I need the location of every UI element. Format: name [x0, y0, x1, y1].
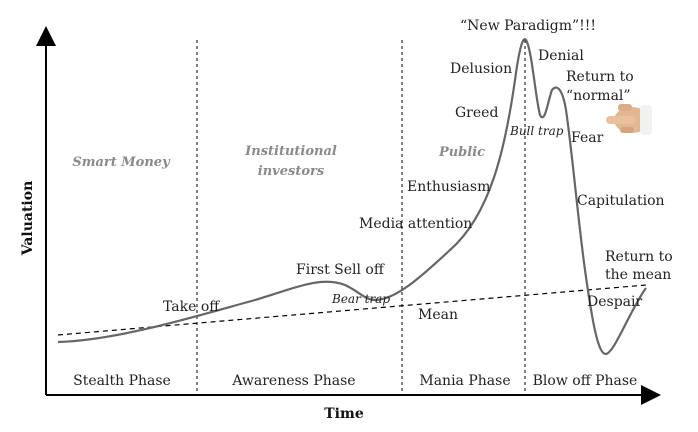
label-return-normal-line2: “normal”	[566, 88, 631, 104]
label-media-attention: Media attention	[359, 216, 472, 232]
label-capitulation: Capitulation	[577, 193, 665, 209]
label-return-mean-line2: the mean	[605, 267, 671, 283]
y-axis-title: Valuation	[20, 181, 36, 257]
label-return-mean-line1: Return to	[605, 249, 673, 265]
group-public: Public	[438, 145, 485, 160]
label-delusion: Delusion	[450, 61, 512, 77]
label-new-paradigm: “New Paradigm”!!!	[460, 18, 596, 34]
label-return-normal-line1: Return to	[566, 69, 634, 85]
phase-awareness: Awareness Phase	[231, 373, 355, 389]
pointing-hand-icon	[606, 104, 652, 135]
phase-mania: Mania Phase	[419, 373, 510, 389]
phase-stealth: Stealth Phase	[73, 373, 171, 389]
label-bear-trap: Bear trap	[331, 292, 390, 306]
group-smart-money: Smart Money	[72, 155, 171, 170]
label-denial: Denial	[538, 48, 584, 64]
group-institutional-line2: investors	[258, 164, 325, 179]
label-despair: Despair	[587, 294, 642, 310]
group-institutional-line1: Institutional	[244, 144, 337, 159]
label-first-sell-off: First Sell off	[296, 262, 385, 278]
label-greed: Greed	[455, 105, 498, 121]
label-take-off: Take off	[163, 299, 220, 315]
label-bull-trap: Bull trap	[509, 124, 564, 138]
phase-blowoff: Blow off Phase	[533, 373, 638, 389]
label-enthusiasm: Enthusiasm	[407, 179, 490, 195]
label-mean: Mean	[418, 307, 458, 323]
bubble-curve	[57, 37, 647, 356]
label-fear: Fear	[571, 130, 604, 146]
x-axis-title: Time	[324, 406, 364, 422]
